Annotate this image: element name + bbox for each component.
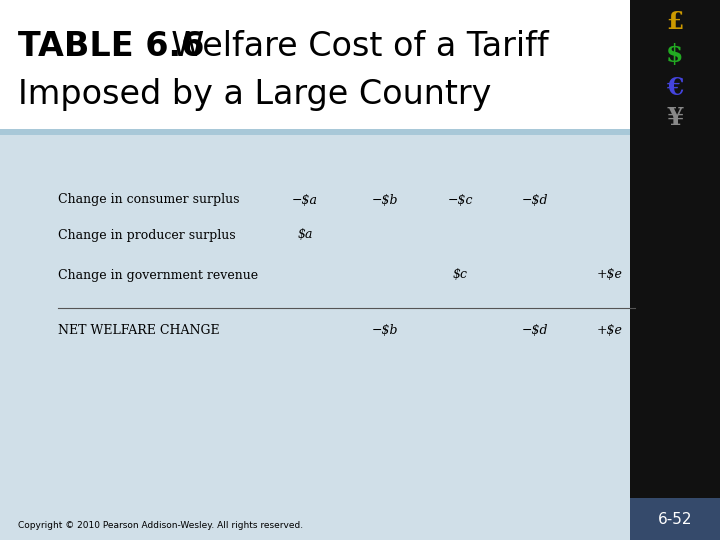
Text: −$b: −$b <box>372 323 398 336</box>
Text: Imposed by a Large Country: Imposed by a Large Country <box>18 78 491 111</box>
Text: Welfare Cost of a Tariff: Welfare Cost of a Tariff <box>150 30 549 63</box>
Text: −$d: −$d <box>522 193 548 206</box>
Bar <box>0 0 630 129</box>
Bar <box>0 129 630 540</box>
Text: ¥: ¥ <box>666 106 684 130</box>
Text: NET WELFARE CHANGE: NET WELFARE CHANGE <box>58 323 220 336</box>
Text: −$b: −$b <box>372 193 398 206</box>
Text: €: € <box>666 76 684 100</box>
Text: £: £ <box>666 10 684 34</box>
Bar <box>630 498 720 540</box>
Text: TABLE 6.6: TABLE 6.6 <box>18 30 204 63</box>
Text: +$e: +$e <box>597 268 623 281</box>
Text: Copyright © 2010 Pearson Addison-Wesley. All rights reserved.: Copyright © 2010 Pearson Addison-Wesley.… <box>18 522 303 530</box>
Text: 6-52: 6-52 <box>658 511 692 526</box>
Bar <box>0 129 630 134</box>
Text: Change in producer surplus: Change in producer surplus <box>58 228 235 241</box>
Text: Change in government revenue: Change in government revenue <box>58 268 258 281</box>
Text: −$a: −$a <box>292 193 318 206</box>
Text: +$e: +$e <box>597 323 623 336</box>
Text: −$c: −$c <box>447 193 473 206</box>
Text: $c: $c <box>452 268 467 281</box>
Text: Change in consumer surplus: Change in consumer surplus <box>58 193 240 206</box>
Text: −$d: −$d <box>522 323 548 336</box>
Text: $a: $a <box>297 228 312 241</box>
Text: $: $ <box>666 43 684 67</box>
Bar <box>630 0 720 540</box>
